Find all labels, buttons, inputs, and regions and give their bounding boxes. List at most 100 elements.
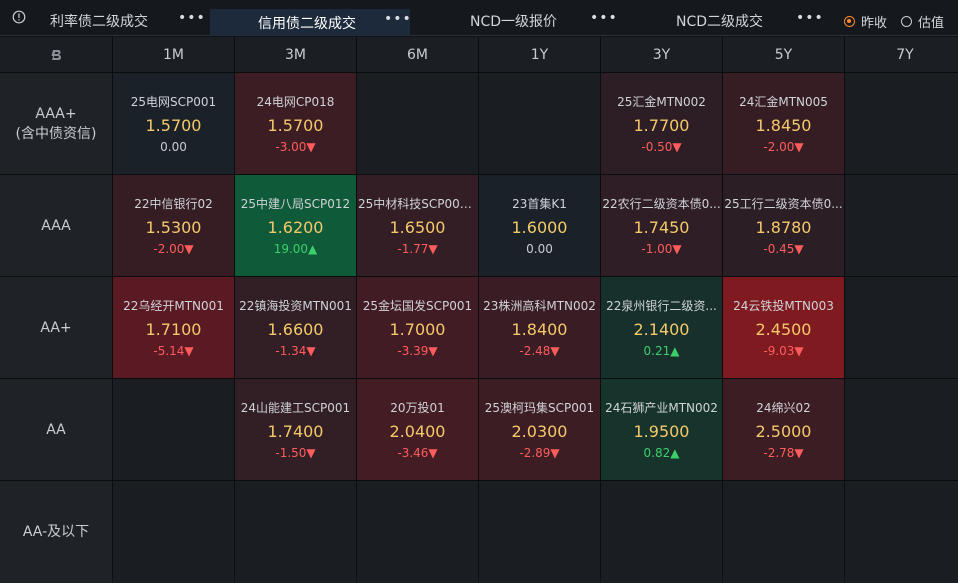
bond-cell[interactable]: 24石狮产业MTN002 1.9500 0.82▲ — [601, 379, 722, 480]
column-header: 1M — [113, 37, 234, 72]
bp-change: -1.00▼ — [641, 242, 682, 256]
bond-yield: 1.7100 — [145, 320, 202, 339]
bond-name: 22中信银行02 — [134, 197, 213, 211]
bond-name: 25中建八局SCP012 — [240, 197, 351, 211]
bond-name: 24汇金MTN005 — [739, 95, 828, 109]
bond-yield: 1.6000 — [511, 218, 568, 237]
bond-cell[interactable]: 22农行二级资本债0... 1.7450 -1.00▼ — [601, 175, 722, 276]
more-icon[interactable]: ••• — [178, 10, 206, 26]
bp-change: -1.50▼ — [275, 446, 316, 460]
bp-change: 0.21▲ — [643, 344, 680, 358]
info-icon[interactable] — [12, 10, 26, 24]
price-basis-radio-group: 昨收 估值 — [843, 9, 958, 33]
bond-name: 25金坛国发SCP001 — [362, 299, 473, 313]
bond-cell[interactable]: 22中信银行02 1.5300 -2.00▼ — [113, 175, 234, 276]
rating-label: AAA+ — [35, 105, 77, 122]
credit-rating-term-matrix: 1M 3M 6M 1Y 3Y 5Y 7Y AAA+ (含中债资信) 25电网SCP001 1.570… — [0, 37, 958, 583]
bond-name: 24云铁投MTN003 — [733, 299, 834, 313]
bond-yield: 1.8450 — [755, 116, 812, 135]
radio-prev-close[interactable]: 昨收 — [843, 12, 887, 31]
bond-name: 24绵兴02 — [756, 401, 811, 415]
tab-label: NCD一级报价 — [470, 14, 558, 30]
empty-cell — [357, 73, 478, 174]
column-header: 5Y — [723, 37, 844, 72]
bond-cell[interactable]: 25工行二级资本债0... 1.8780 -0.45▼ — [723, 175, 844, 276]
empty-cell — [479, 481, 600, 583]
brand-logo-icon — [51, 49, 61, 60]
empty-cell — [357, 481, 478, 583]
rating-label: AA — [46, 421, 66, 438]
bond-yield: 2.0400 — [389, 422, 446, 441]
bp-change: -0.45▼ — [763, 242, 804, 256]
bond-name: 25中材科技SCP002... — [358, 197, 477, 211]
bp-change: -9.03▼ — [763, 344, 804, 358]
radio-valuation[interactable]: 估值 — [900, 12, 944, 31]
bond-cell[interactable]: 25汇金MTN002 1.7700 -0.50▼ — [601, 73, 722, 174]
empty-cell — [845, 481, 958, 583]
bp-change: -3.00▼ — [275, 140, 316, 154]
radio-unchecked-icon — [900, 15, 912, 27]
row-header: AA+ — [0, 277, 112, 378]
column-header: 6M — [357, 37, 478, 72]
bond-cell[interactable]: 24电网CP018 1.5700 -3.00▼ — [235, 73, 356, 174]
bond-cell[interactable]: 22乌经开MTN001 1.7100 -5.14▼ — [113, 277, 234, 378]
bp-change: 0.00 — [526, 242, 553, 256]
tab-credit-bond-secondary[interactable]: 信用债二级成交 ••• — [210, 9, 412, 36]
tab-rate-bond-secondary[interactable]: 利率债二级成交 ••• — [50, 8, 205, 34]
row-header: AA-及以下 — [0, 481, 112, 583]
bp-change: -5.14▼ — [153, 344, 194, 358]
bond-name: 22泉州银行二级资... — [606, 299, 717, 313]
tab-ncd-primary-quote[interactable]: NCD一级报价 ••• — [470, 8, 617, 34]
bond-cell[interactable]: 25中材科技SCP002... 1.6500 -1.77▼ — [357, 175, 478, 276]
bond-name: 25工行二级资本债0... — [724, 197, 843, 211]
bond-cell[interactable]: 24绵兴02 2.5000 -2.78▼ — [723, 379, 844, 480]
bond-yield: 1.8780 — [755, 218, 812, 237]
bond-cell[interactable]: 23株洲高科MTN002 1.8400 -2.48▼ — [479, 277, 600, 378]
bond-yield: 1.5300 — [145, 218, 202, 237]
bp-change: -1.77▼ — [397, 242, 438, 256]
bond-name: 22乌经开MTN001 — [123, 299, 224, 313]
bond-cell[interactable]: 22镇海投资MTN001 1.6600 -1.34▼ — [235, 277, 356, 378]
bond-cell[interactable]: 24云铁投MTN003 2.4500 -9.03▼ — [723, 277, 844, 378]
bp-change: 0.82▲ — [643, 446, 680, 460]
bp-change: -3.39▼ — [397, 344, 438, 358]
empty-cell — [845, 73, 958, 174]
empty-cell — [723, 481, 844, 583]
bp-change: -2.00▼ — [153, 242, 194, 256]
bp-change: -2.89▼ — [519, 446, 560, 460]
bond-name: 22农行二级资本债0... — [602, 197, 721, 211]
bond-cell[interactable]: 20万投01 2.0400 -3.46▼ — [357, 379, 478, 480]
bp-change: -2.78▼ — [763, 446, 804, 460]
bond-cell[interactable]: 25电网SCP001 1.5700 0.00 — [113, 73, 234, 174]
bond-name: 24石狮产业MTN002 — [605, 401, 718, 415]
rating-label: AA-及以下 — [22, 524, 90, 540]
radio-label: 昨收 — [860, 15, 887, 31]
bond-yield: 1.7450 — [633, 218, 690, 237]
more-icon[interactable]: ••• — [796, 10, 824, 26]
radio-label: 估值 — [917, 15, 944, 31]
tab-ncd-secondary[interactable]: NCD二级成交 ••• — [676, 8, 823, 34]
bond-cell[interactable]: 25中建八局SCP012 1.6200 19.00▲ — [235, 175, 356, 276]
more-icon[interactable]: ••• — [590, 10, 618, 26]
bond-cell[interactable]: 22泉州银行二级资... 2.1400 0.21▲ — [601, 277, 722, 378]
column-header: 1Y — [479, 37, 600, 72]
bond-name: 20万投01 — [390, 401, 445, 415]
more-icon[interactable]: ••• — [384, 11, 412, 27]
bond-cell[interactable]: 25金坛国发SCP001 1.7000 -3.39▼ — [357, 277, 478, 378]
radio-checked-icon — [843, 15, 855, 27]
tab-label: 利率债二级成交 — [50, 14, 148, 30]
empty-cell — [113, 379, 234, 480]
bond-cell[interactable]: 24汇金MTN005 1.8450 -2.00▼ — [723, 73, 844, 174]
bond-cell[interactable]: 23首集K1 1.6000 0.00 — [479, 175, 600, 276]
bond-cell[interactable]: 25澳柯玛集SCP001 2.0300 -2.89▼ — [479, 379, 600, 480]
bond-cell[interactable]: 24山能建工SCP001 1.7400 -1.50▼ — [235, 379, 356, 480]
row-header: AA — [0, 379, 112, 480]
bond-yield: 2.5000 — [755, 422, 812, 441]
bond-name: 25电网SCP001 — [130, 95, 217, 109]
tab-bar: 利率债二级成交 ••• 信用债二级成交 ••• NCD一级报价 ••• NCD二… — [0, 0, 958, 36]
empty-cell — [601, 481, 722, 583]
row-header: AAA — [0, 175, 112, 276]
tab-label: NCD二级成交 — [676, 14, 764, 30]
bond-yield: 1.6500 — [389, 218, 446, 237]
row-header: AAA+ (含中债资信) — [0, 73, 112, 174]
